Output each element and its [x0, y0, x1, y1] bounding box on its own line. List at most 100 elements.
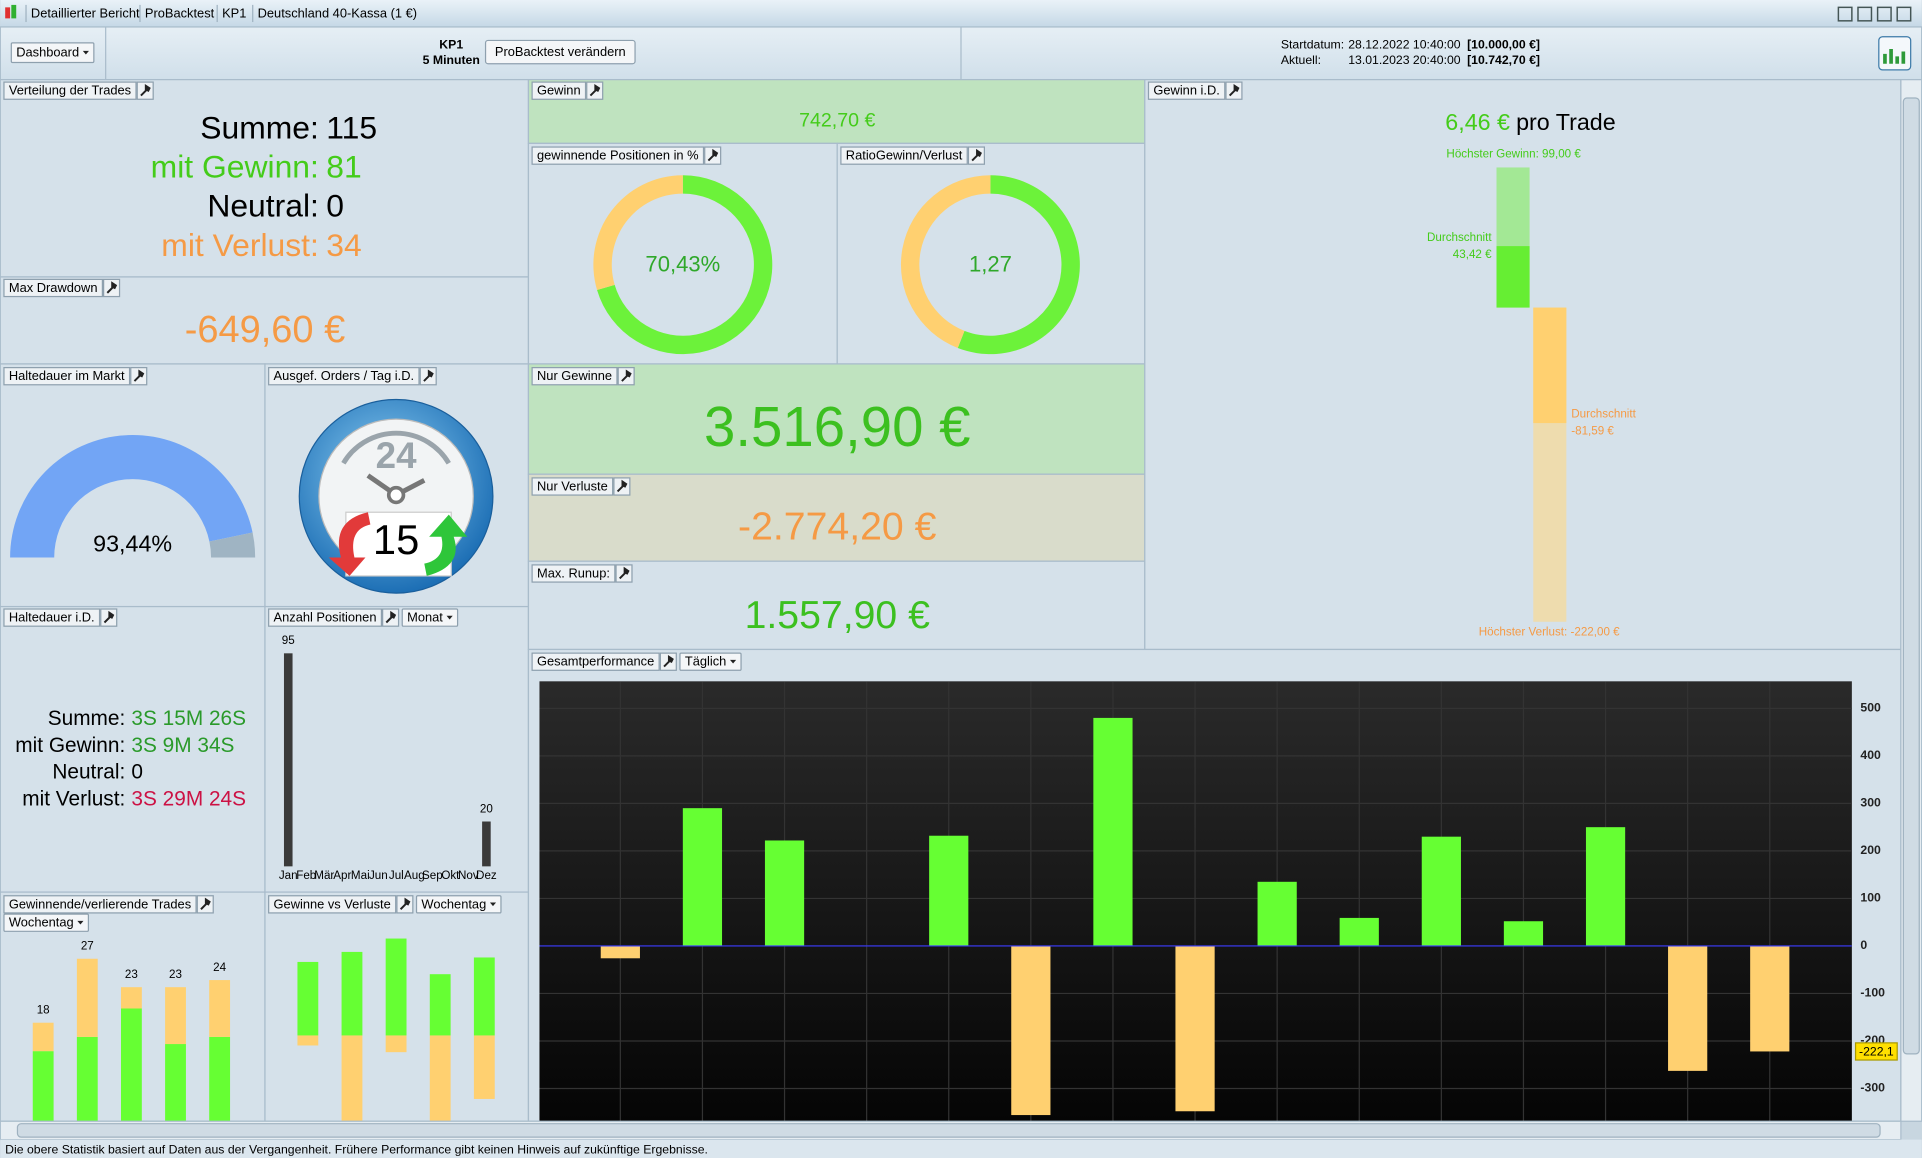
stacked-bar: [209, 1036, 231, 1122]
bar: [429, 1035, 451, 1122]
dropdown-box[interactable]: [415, 895, 502, 914]
dropdown-box[interactable]: [401, 608, 459, 627]
x-tick-label: Jun: [369, 869, 388, 882]
x-tick-label: Nov: [458, 869, 479, 882]
avg-loss-label: -81,59 €: [1571, 424, 1614, 437]
bar: [341, 951, 363, 1036]
current-capital: [10.742,70 €]: [1467, 53, 1540, 67]
panel-header: Nur Gewinne: [531, 367, 635, 386]
panel-title-box: [3, 895, 197, 914]
dropdown-box[interactable]: [679, 652, 742, 671]
bar: [1503, 921, 1544, 946]
panel-title: Ausgef. Orders / Tag i.D.: [274, 368, 415, 383]
dropdown-box[interactable]: [3, 913, 90, 932]
start-label: Startdatum:: [1281, 38, 1344, 52]
title-bar: [0, 0, 1922, 27]
footer-bar: [0, 1139, 1922, 1158]
wrench-icon: [103, 610, 115, 624]
panel-title: gewinnende Positionen in %: [537, 148, 699, 163]
panel-title: Gewinn i.D.: [1153, 83, 1219, 98]
profit-per-trade: 6,46 €: [1445, 109, 1510, 135]
distribution-label: Summe:: [200, 109, 319, 145]
current-date: 13.01.2023 20:40:00: [1348, 53, 1461, 67]
timeframe: 5 Minuten: [423, 53, 480, 67]
bar-value-label: 20: [480, 802, 493, 815]
dropdown: Monat: [401, 608, 459, 627]
distribution-value: 81: [326, 149, 361, 185]
holding-value: 3S 15M 26S: [131, 707, 246, 730]
minimize-button[interactable]: [1857, 6, 1873, 22]
start-capital: [10.000,00 €]: [1467, 38, 1540, 52]
x-tick-label: Dez: [476, 869, 497, 882]
bar: [297, 961, 319, 1036]
win-loss-chart: [32, 958, 231, 1122]
panel-header: gewinnende Positionen in %: [531, 146, 722, 165]
max-loss-label: Höchster Verlust: -222,00 €: [1479, 625, 1620, 638]
dropdown-label: Dashboard: [16, 45, 79, 60]
y-tick-label: 500: [1860, 701, 1881, 715]
app-icon: [11, 4, 17, 19]
y-tick-label: 0: [1860, 938, 1867, 952]
panel-title-box: [3, 81, 137, 100]
wrench-icon: [971, 148, 982, 162]
holding-value: 0: [131, 761, 143, 784]
bar: [385, 1035, 407, 1053]
gauge-rest: [209, 532, 256, 558]
dropdown: Wochentag: [3, 913, 90, 932]
restore-button[interactable]: [1876, 6, 1892, 22]
distribution-value: 34: [326, 227, 361, 263]
dropdown-box[interactable]: [10, 42, 95, 64]
panel-header: Verteilung der Trades: [3, 81, 154, 100]
bar: [341, 1035, 363, 1122]
wrench-icon: [616, 479, 628, 493]
panel-title: Nur Gewinne: [537, 368, 612, 383]
panel-title: Haltedauer i.D.: [9, 610, 95, 625]
total-label: 23: [125, 968, 138, 981]
panel-header: Max. Runup:: [531, 564, 633, 583]
bar: [1257, 881, 1297, 946]
distribution-value: 115: [326, 109, 377, 145]
panel-header: Nur Verluste: [531, 477, 631, 496]
window-tab: KP1: [222, 5, 246, 20]
bar: [1093, 717, 1133, 946]
close-button[interactable]: [1896, 6, 1912, 22]
donut-label: 70,43%: [645, 252, 720, 277]
panel-title: Nur Verluste: [537, 478, 608, 493]
bar: [764, 840, 805, 946]
gains-only-value: 3.516,90 €: [704, 395, 970, 458]
distribution-label: mit Verlust:: [161, 227, 319, 263]
bar: [682, 808, 723, 946]
panel-header: Gewinn: [531, 81, 604, 100]
x-tick-label: Feb: [296, 869, 316, 882]
distribution-label: Neutral:: [207, 188, 319, 224]
dropdown-label: Wochentag: [421, 896, 486, 911]
x-tick-label: Jan: [279, 869, 298, 882]
stacked-bar: [76, 1036, 98, 1122]
v-scroll-thumb[interactable]: [1902, 97, 1920, 1055]
max-gain-label: Höchster Gewinn: 99,00 €: [1446, 147, 1581, 160]
window-tab: ProBacktest: [145, 5, 215, 20]
total-label: 27: [81, 940, 94, 953]
start-date: 28.12.2022 10:40:00: [1348, 38, 1461, 52]
h-scroll-thumb[interactable]: [16, 1123, 1881, 1138]
wrench-icon: [423, 369, 434, 382]
report-icon-bars: [1883, 49, 1906, 64]
stacked-bar: [76, 958, 98, 1037]
change-button[interactable]: [484, 39, 636, 65]
avg-gain-name: Durchschnitt: [1427, 231, 1492, 244]
y-tick-label: 200: [1860, 843, 1881, 857]
share-button[interactable]: [1837, 6, 1853, 22]
donut-rest: [900, 175, 991, 348]
stacked-bar: [165, 987, 186, 1045]
x-tick-label: Mai: [351, 869, 370, 882]
panel-title-box: [268, 608, 383, 627]
bar: [482, 821, 491, 867]
panel: [527, 473, 1146, 562]
green-arrow: [424, 514, 468, 576]
profit-value: 742,70 €: [799, 109, 875, 131]
panel-title: RatioGewinn/Verlust: [846, 148, 963, 163]
bar: [297, 1035, 319, 1046]
panel-title-box: [531, 146, 705, 165]
bar: [1339, 917, 1379, 946]
panel-title-box: [268, 895, 397, 914]
